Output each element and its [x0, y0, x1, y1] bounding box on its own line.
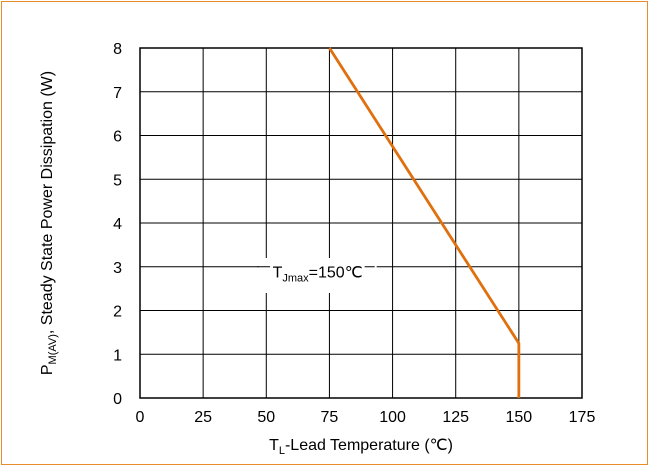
annotation-background — [258, 258, 377, 293]
derating-curve — [328, 47, 521, 398]
x-tick-labels: 0 25 50 75 100 125 150 175 — [136, 409, 596, 426]
y-tick-label: 4 — [113, 216, 122, 233]
y-tick-label: 6 — [113, 129, 122, 146]
x-tick-label: 25 — [194, 409, 212, 426]
y-tick-label: 5 — [113, 172, 122, 189]
series-layer — [328, 47, 521, 398]
x-tick-label: 125 — [442, 409, 469, 426]
y-tick-label: 3 — [113, 260, 122, 277]
annotation: TJmax=150℃ — [257, 258, 377, 293]
annotation-label: TJmax=150℃ — [273, 264, 363, 284]
grid — [139, 47, 583, 399]
y-tick-label: 1 — [113, 347, 122, 364]
y-tick-label: 2 — [113, 304, 122, 321]
x-tick-label: 75 — [321, 409, 339, 426]
x-axis-label: TL-Lead Temperature (℃) — [269, 437, 453, 457]
x-tick-label: 0 — [136, 409, 145, 426]
y-tick-label: 7 — [113, 85, 122, 102]
x-tick-label: 150 — [506, 409, 533, 426]
x-tick-label: 175 — [569, 409, 596, 426]
plot-border — [139, 47, 583, 399]
y-tick-labels: 0 1 2 3 4 5 6 7 8 — [113, 41, 122, 408]
y-tick-label: 0 — [113, 391, 122, 408]
x-tick-label: 100 — [379, 409, 406, 426]
x-tick-label: 50 — [257, 409, 275, 426]
y-tick-label: 8 — [113, 41, 122, 58]
y-axis-label: PM(AV), Steady State Power Dissipation (… — [39, 71, 59, 375]
